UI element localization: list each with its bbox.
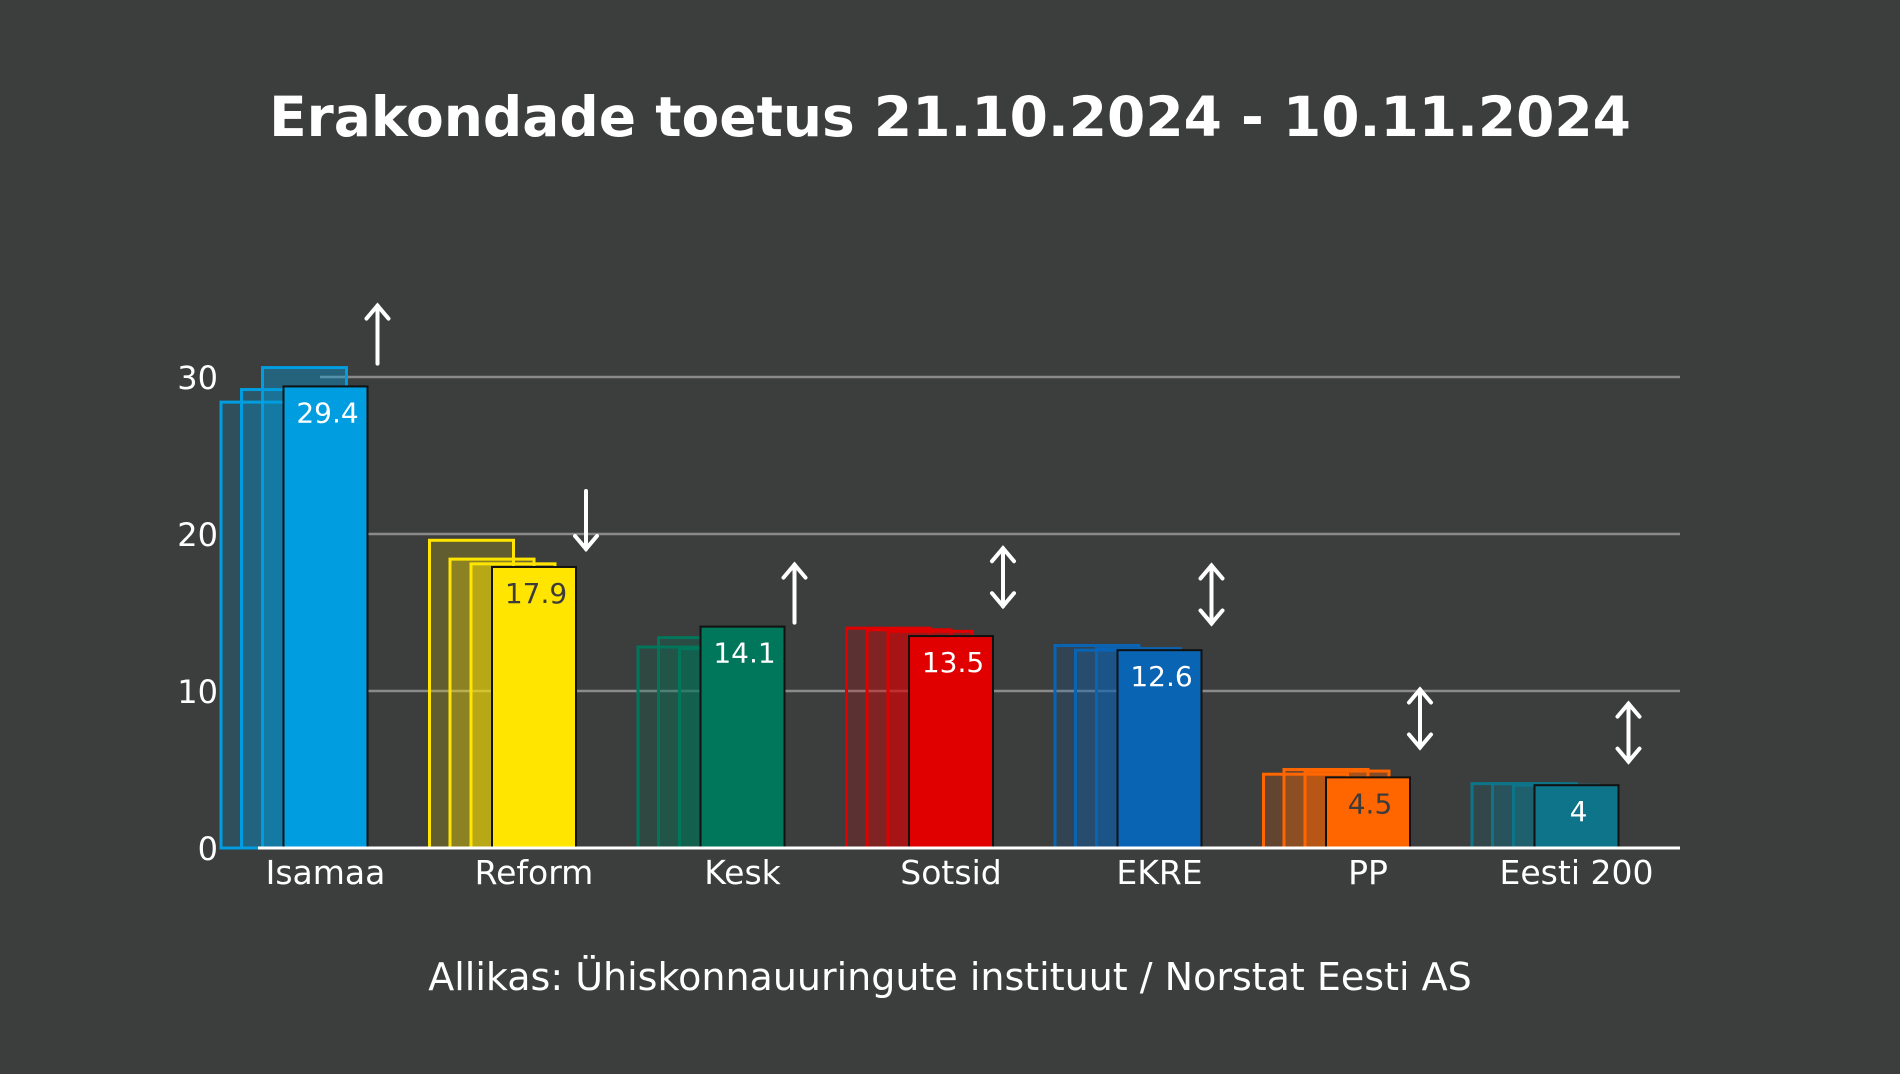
data-label: 12.6 [1130, 660, 1192, 693]
x-tick-label: Eesti 200 [1500, 853, 1654, 892]
trend-arrow-up [781, 561, 808, 625]
bar [699, 625, 786, 849]
bar [908, 635, 994, 849]
arrow-head [1198, 608, 1225, 627]
arrow-head [1198, 562, 1225, 581]
trend-arrow-up [364, 302, 391, 366]
arrow-head [990, 591, 1016, 610]
x-tick-label: EKRE [1116, 853, 1202, 892]
arrow-head [573, 533, 599, 553]
source-note: Allikas: Ühiskonnauuringute instituut / … [428, 955, 1472, 999]
bar [1533, 784, 1620, 850]
trend-arrow-both [1198, 562, 1225, 627]
y-tick-label: 10 [177, 673, 218, 711]
arrow-head [1615, 746, 1642, 765]
x-tick-label: Sotsid [900, 853, 1001, 892]
chart-title: Erakondade toetus 21.10.2024 - 10.11.202… [269, 85, 1631, 149]
arrow-head [364, 302, 391, 321]
data-label: 14.1 [713, 637, 775, 670]
trend-arrow-both [990, 545, 1016, 610]
arrow-head [781, 561, 808, 580]
arrow-head [990, 545, 1016, 564]
arrow-head [1407, 686, 1433, 705]
data-label: 29.4 [296, 396, 358, 429]
x-tick-label: Kesk [704, 853, 781, 892]
arrow-head [1615, 700, 1642, 719]
x-tick-label: Isamaa [266, 853, 386, 892]
data-label: 13.5 [922, 646, 984, 679]
trend-arrow-down [573, 488, 599, 553]
y-tick-label: 0 [198, 830, 218, 868]
bars-layer: 29.4 Isamaa 17.9 Reform 14.1 Kesk 13.5 Sotsid 12… [219, 302, 1654, 892]
x-tick-label: PP [1348, 853, 1388, 892]
trend-arrow-both [1407, 686, 1433, 751]
bar [1116, 649, 1203, 849]
bar [1325, 776, 1411, 849]
data-label: 4.5 [1348, 787, 1393, 820]
grid-layer: 0 10 20 30 [177, 359, 1680, 868]
data-label: 4 [1570, 795, 1588, 828]
x-tick-label: Reform [475, 853, 594, 892]
data-label: 17.9 [505, 577, 567, 610]
y-tick-label: 30 [177, 359, 218, 397]
trend-arrow-both [1615, 700, 1642, 765]
bar [491, 565, 577, 849]
y-tick-label: 20 [177, 516, 218, 554]
bar [282, 385, 369, 849]
arrow-head [1407, 732, 1433, 751]
